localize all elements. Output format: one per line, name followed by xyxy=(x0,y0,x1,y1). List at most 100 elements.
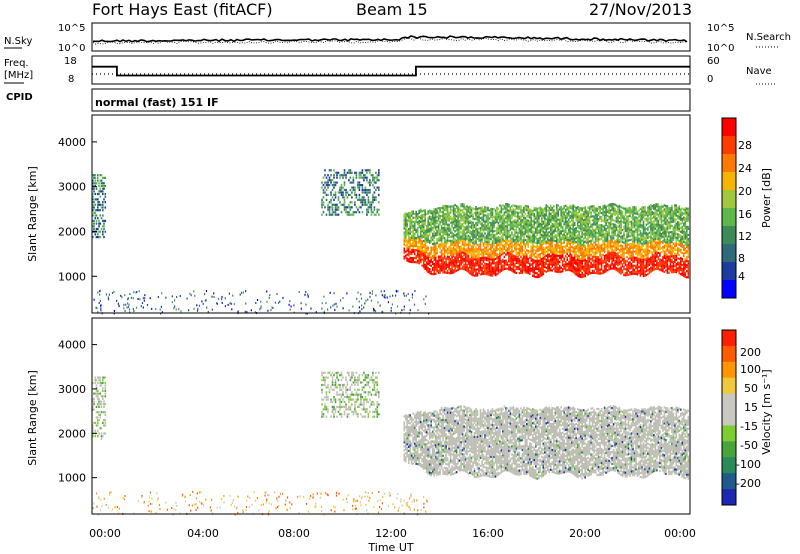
range-cell xyxy=(557,260,559,263)
range-cell xyxy=(669,227,672,230)
range-cell xyxy=(467,250,470,254)
range-cell xyxy=(454,216,456,219)
range-cell xyxy=(452,263,455,266)
range-cell xyxy=(575,273,577,276)
range-cell xyxy=(455,229,458,232)
range-cell xyxy=(428,233,431,236)
range-cell xyxy=(573,254,576,257)
range-cell xyxy=(680,230,682,233)
range-cell xyxy=(475,228,477,231)
range-cell xyxy=(424,219,426,222)
range-cell xyxy=(611,239,613,242)
range-cell xyxy=(633,216,636,219)
range-cell xyxy=(445,227,447,230)
range-cell xyxy=(416,247,419,250)
range-cell xyxy=(442,208,444,211)
range-cell xyxy=(481,268,483,272)
range-cell xyxy=(620,214,622,217)
range-cell xyxy=(587,249,589,252)
range-cell xyxy=(645,255,648,259)
range-cell xyxy=(615,240,618,243)
range-cell xyxy=(677,227,679,230)
range-cell xyxy=(666,211,669,214)
range-cell xyxy=(487,253,489,256)
range-cell xyxy=(463,217,465,220)
range-cell xyxy=(576,258,579,261)
range-cell xyxy=(529,216,531,219)
range-cell xyxy=(576,236,579,239)
range-cell xyxy=(446,249,449,252)
range-cell xyxy=(497,221,500,224)
range-cell xyxy=(557,210,559,213)
range-cell xyxy=(466,209,468,212)
range-cell xyxy=(603,255,606,258)
range-cell xyxy=(621,271,624,274)
range-cell xyxy=(439,255,441,258)
range-cell xyxy=(437,223,440,226)
range-cell xyxy=(415,239,417,242)
range-cell xyxy=(597,240,600,243)
range-cell xyxy=(630,264,633,267)
range-cell xyxy=(467,230,470,233)
range-cell xyxy=(547,223,549,226)
range-cell xyxy=(452,259,455,262)
range-cell xyxy=(564,251,567,254)
range-cell xyxy=(509,228,512,231)
range-cell xyxy=(481,272,483,276)
range-cell xyxy=(632,270,634,273)
range-cell xyxy=(621,241,624,244)
range-cell xyxy=(524,257,527,260)
range-cell xyxy=(554,240,557,243)
range-cell xyxy=(541,274,543,277)
range-cell xyxy=(440,257,443,260)
range-cell xyxy=(620,205,622,209)
range-cell xyxy=(576,238,579,241)
range-cell xyxy=(506,221,509,224)
range-cell xyxy=(578,243,580,246)
range-cell xyxy=(617,245,619,249)
range-cell xyxy=(632,272,634,275)
range-cell xyxy=(569,235,571,238)
range-cell xyxy=(674,220,676,223)
range-cell xyxy=(612,207,615,210)
range-cell xyxy=(674,208,676,211)
range-cell xyxy=(442,245,444,248)
range-cell xyxy=(485,250,488,253)
range-cell xyxy=(428,217,431,220)
range-cell xyxy=(620,244,622,247)
range-cell xyxy=(419,232,422,236)
range-cell xyxy=(484,268,486,271)
range-cell xyxy=(570,217,573,220)
range-cell xyxy=(407,234,410,237)
range-cell xyxy=(647,210,649,213)
range-cell xyxy=(660,206,663,209)
range-cell xyxy=(448,260,450,263)
range-cell xyxy=(472,270,474,273)
range-cell xyxy=(529,264,531,267)
range-cell xyxy=(440,253,443,256)
range-cell xyxy=(529,250,531,253)
range-cell xyxy=(600,211,603,215)
range-cell xyxy=(491,236,494,239)
range-cell xyxy=(539,236,542,240)
range-cell xyxy=(419,257,422,260)
range-cell xyxy=(490,236,492,239)
range-cell xyxy=(642,232,645,235)
range-cell xyxy=(490,209,492,212)
range-cell xyxy=(473,207,476,211)
range-cell xyxy=(469,209,471,212)
range-cell xyxy=(659,238,661,241)
range-cell xyxy=(521,235,524,238)
range-cell xyxy=(449,245,452,249)
range-cell xyxy=(564,261,567,264)
range-cell xyxy=(427,228,429,231)
range-cell xyxy=(590,261,592,265)
range-cell xyxy=(445,261,447,264)
range-cell xyxy=(666,259,669,262)
range-cell xyxy=(464,220,467,223)
range-cell xyxy=(424,243,426,246)
range-cell xyxy=(666,269,669,272)
range-cell xyxy=(509,246,512,249)
range-cell xyxy=(579,223,582,226)
range-cell xyxy=(648,207,651,210)
